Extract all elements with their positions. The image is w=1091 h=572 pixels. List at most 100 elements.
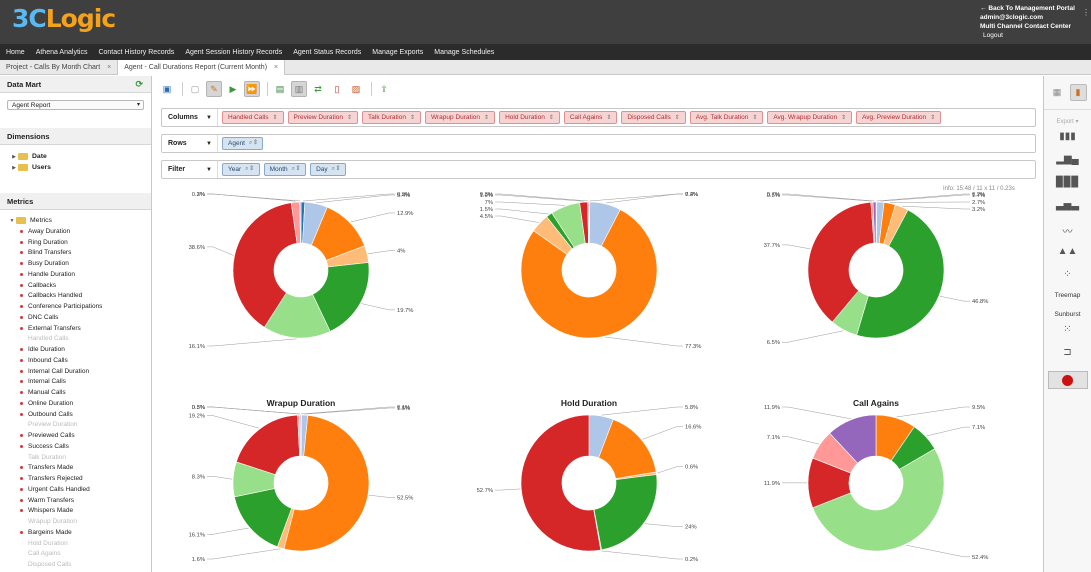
- logo[interactable]: 3CLogic: [12, 4, 116, 33]
- refresh-icon[interactable]: ⟳: [135, 79, 143, 89]
- rows-label[interactable]: Rows ▼: [162, 135, 218, 152]
- field-pill[interactable]: Talk Duration ⇕: [362, 111, 421, 124]
- sort-icon[interactable]: ⇕: [606, 115, 612, 121]
- search-icon[interactable]: ⌕ ⇕: [291, 166, 301, 172]
- search-icon[interactable]: ⌕ ⇕: [249, 140, 258, 146]
- data-mart-select[interactable]: Agent Report ▾: [7, 100, 144, 110]
- new-document-icon[interactable]: ▢: [190, 83, 200, 94]
- treemap-button[interactable]: Treemap: [1054, 292, 1081, 299]
- run-icon[interactable]: ▶: [229, 83, 237, 94]
- metric-item[interactable]: Transfers Made: [8, 463, 151, 474]
- back-to-portal-link[interactable]: ← Back To Management Portal: [980, 4, 1075, 13]
- swap-axis-icon[interactable]: ⇄: [314, 83, 322, 94]
- line-chart-icon[interactable]: 〰: [1062, 227, 1073, 238]
- nav-item[interactable]: Agent Session History Records: [185, 48, 283, 56]
- kebab-menu-icon[interactable]: ⋮: [1082, 8, 1090, 17]
- nav-item[interactable]: Manage Exports: [372, 48, 424, 56]
- nav-item[interactable]: Manage Schedules: [434, 48, 495, 56]
- horizontal-bar-icon[interactable]: ▃▅▃: [1055, 200, 1080, 211]
- hide-parents-icon[interactable]: ▨: [351, 83, 361, 94]
- field-pill[interactable]: Year ⌕ ⇕: [222, 163, 260, 176]
- stacked-100-icon[interactable]: ▉▉▉: [1055, 177, 1080, 188]
- save-icon[interactable]: ▣: [162, 83, 172, 94]
- field-pill[interactable]: Avg. Wrapup Duration ⇕: [767, 111, 853, 124]
- field-pill[interactable]: Wrapup Duration ⇕: [425, 111, 496, 124]
- metric-item[interactable]: Idle Duration: [8, 344, 151, 355]
- sort-icon[interactable]: ⇕: [548, 115, 554, 121]
- field-pill[interactable]: Disposed Calls ⇕: [621, 111, 686, 124]
- field-pill[interactable]: Preview Duration ⇕: [287, 111, 359, 124]
- metrics-root[interactable]: ▼ Metrics: [8, 215, 151, 226]
- tab-item[interactable]: Agent - Call Durations Report (Current M…: [118, 60, 286, 75]
- field-pill[interactable]: Hold Duration ⇕: [499, 111, 560, 124]
- metric-item[interactable]: Blind Transfers: [8, 248, 151, 259]
- dimension-item[interactable]: ▶ Users: [10, 162, 151, 173]
- chart-view-icon[interactable]: ▮: [1069, 84, 1087, 101]
- metric-item[interactable]: Warm Transfers: [8, 495, 151, 506]
- sort-icon[interactable]: ⇕: [272, 115, 278, 121]
- nav-item[interactable]: Contact History Records: [98, 48, 175, 56]
- area-chart-icon[interactable]: ▲▲: [1057, 246, 1078, 257]
- field-pill[interactable]: Avg. Talk Duration ⇕: [689, 111, 764, 124]
- metric-item[interactable]: Callbacks: [8, 280, 151, 291]
- search-icon[interactable]: ⌕ ⇕: [331, 166, 341, 172]
- metric-item[interactable]: Inbound Calls: [8, 355, 151, 366]
- metric-item[interactable]: Away Duration: [8, 226, 151, 237]
- field-pill[interactable]: Day ⌕ ⇕: [310, 163, 347, 176]
- field-pill[interactable]: Call Agains ⇕: [563, 111, 618, 124]
- dimension-item[interactable]: ▶ Date: [10, 151, 151, 162]
- metric-item[interactable]: Outbound Calls: [8, 409, 151, 420]
- pie-chart-button[interactable]: [1047, 371, 1088, 389]
- metric-item[interactable]: Success Calls: [8, 441, 151, 452]
- auto-run-icon[interactable]: ⏩: [244, 81, 260, 97]
- nav-item[interactable]: Home: [6, 48, 25, 56]
- sort-icon[interactable]: ⇕: [930, 115, 936, 121]
- metric-item[interactable]: Conference Participations: [8, 301, 151, 312]
- sort-icon[interactable]: ⇕: [484, 115, 490, 121]
- metric-item[interactable]: Previewed Calls: [8, 430, 151, 441]
- export-dropdown[interactable]: Export ▾: [1056, 119, 1079, 125]
- metric-item[interactable]: External Transfers: [8, 323, 151, 334]
- non-empty-icon[interactable]: ▯: [334, 83, 340, 94]
- sort-icon[interactable]: ⇕: [752, 115, 758, 121]
- metric-item[interactable]: Whispers Made: [8, 506, 151, 517]
- metric-item[interactable]: Ring Duration: [8, 237, 151, 248]
- multi-level-icon[interactable]: ⊐: [1063, 347, 1072, 358]
- close-icon[interactable]: ×: [274, 64, 279, 71]
- field-pill[interactable]: Month ⌕ ⇕: [263, 163, 307, 176]
- close-icon[interactable]: ×: [107, 64, 112, 71]
- metric-item[interactable]: Internal Call Duration: [8, 366, 151, 377]
- mdx-icon[interactable]: ▤: [275, 83, 285, 94]
- logout-link[interactable]: Logout: [983, 32, 1003, 39]
- sort-icon[interactable]: ⇕: [841, 115, 847, 121]
- scatter-icon[interactable]: ⁙: [1063, 324, 1072, 335]
- metric-item[interactable]: Manual Calls: [8, 387, 151, 398]
- metric-item[interactable]: Busy Duration: [8, 258, 151, 269]
- nav-item[interactable]: Athena Analytics: [35, 48, 88, 56]
- sort-icon[interactable]: ⇕: [674, 115, 680, 121]
- field-pill[interactable]: Avg. Preview Duration ⇕: [856, 111, 942, 124]
- metric-item[interactable]: DNC Calls: [8, 312, 151, 323]
- columns-label[interactable]: Columns ▼: [162, 109, 218, 126]
- sunburst-button[interactable]: Sunburst: [1054, 311, 1081, 318]
- sort-icon[interactable]: ⇕: [409, 115, 415, 121]
- export-upload-icon[interactable]: ⇪: [380, 83, 388, 94]
- table-view-icon[interactable]: ▦: [1052, 87, 1062, 97]
- metric-item[interactable]: Callbacks Handled: [8, 291, 151, 302]
- heatgrid-icon[interactable]: ⁘: [1063, 269, 1072, 280]
- field-pill[interactable]: Agent ⌕ ⇕: [222, 137, 264, 150]
- field-pill[interactable]: Handled Calls ⇕: [222, 111, 284, 124]
- nav-item[interactable]: Agent Status Records: [293, 48, 362, 56]
- search-icon[interactable]: ⌕ ⇕: [245, 166, 254, 172]
- metric-item[interactable]: Online Duration: [8, 398, 151, 409]
- metric-item[interactable]: Handle Duration: [8, 269, 151, 280]
- metric-item[interactable]: Urgent Calls Handled: [8, 484, 151, 495]
- sort-icon[interactable]: ⇕: [347, 115, 353, 121]
- edit-pencil-icon[interactable]: ✎: [206, 81, 222, 97]
- metric-item[interactable]: Internal Calls: [8, 377, 151, 388]
- layout-icon[interactable]: ▥: [291, 81, 307, 97]
- tab-item[interactable]: Project - Calls By Month Chart ×: [0, 60, 119, 75]
- metric-item[interactable]: Bargeins Made: [8, 527, 151, 538]
- stacked-bar-icon[interactable]: ▂▆▄: [1056, 154, 1079, 165]
- filter-label[interactable]: Filter ▼: [162, 161, 218, 178]
